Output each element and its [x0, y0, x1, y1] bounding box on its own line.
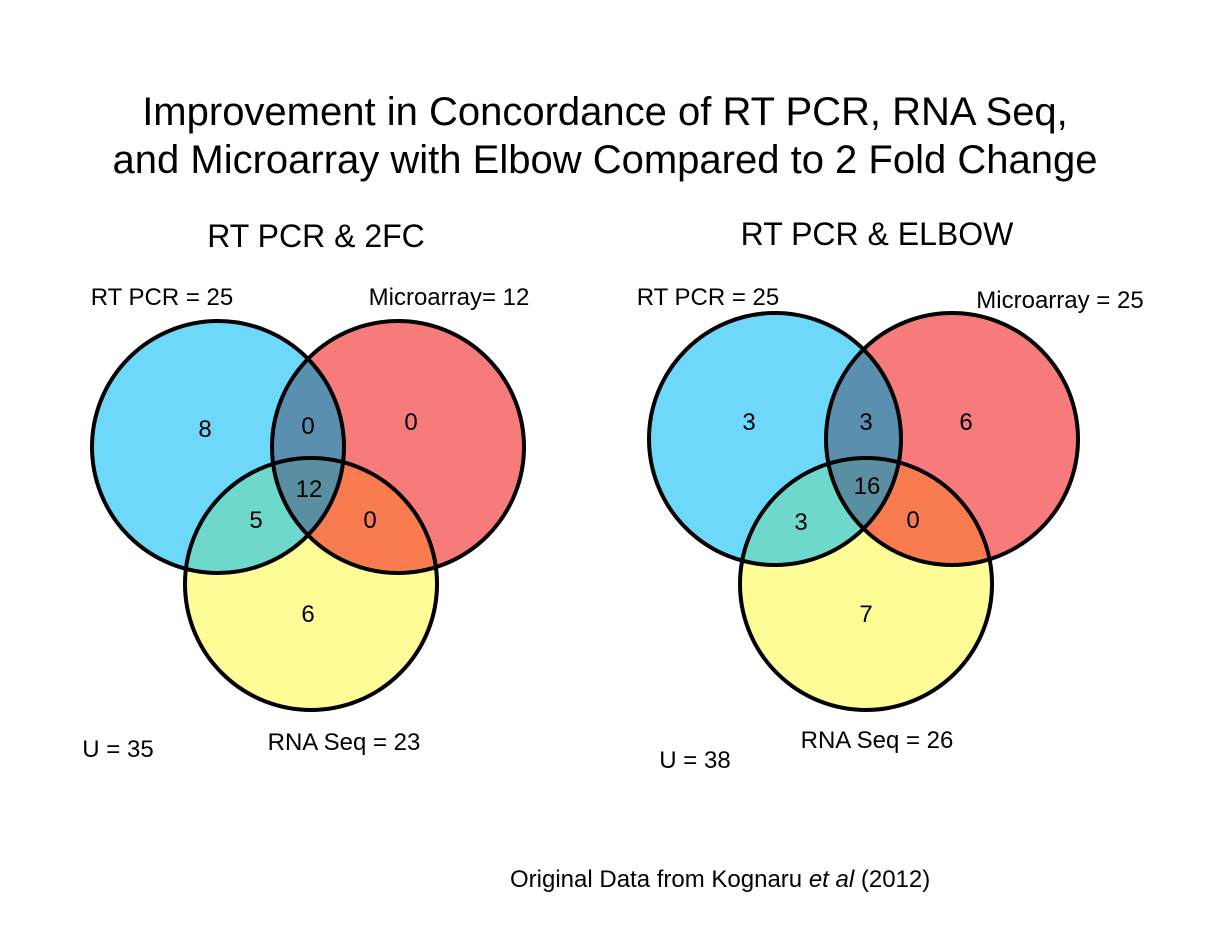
venn-elbow-micro-rna-count: 0: [906, 507, 919, 534]
venn-elbow: RT PCR & ELBOW RT PCR = 25 Microarray = …: [637, 216, 1144, 774]
venn-2fc-micro-rna-overlap: [272, 458, 437, 573]
venn-2fc-microarray-label: Microarray= 12: [369, 284, 530, 311]
venn-elbow-title: RT PCR & ELBOW: [741, 216, 1014, 252]
venn-2fc-rna-seq-label: RNA Seq = 23: [268, 729, 421, 756]
venn-elbow-rna-only-count: 7: [859, 601, 872, 628]
venn-2fc: RT PCR & 2FC RT PCR = 25 Microarray= 12: [82, 218, 529, 763]
venn-elbow-microarray-label: Microarray = 25: [976, 287, 1143, 314]
venn-elbow-micro-only-count: 6: [959, 409, 972, 436]
venn-elbow-rt-micro-count: 3: [859, 409, 872, 436]
venn-2fc-micro-only-count: 0: [404, 409, 417, 436]
venn-elbow-rna-seq-label: RNA Seq = 26: [801, 727, 954, 754]
venn-elbow-rt-rna-overlap: [740, 458, 901, 565]
venn-2fc-title: RT PCR & 2FC: [207, 218, 425, 254]
venn-2fc-micro-rna-count: 0: [363, 507, 376, 534]
venn-2fc-rt-micro-count: 0: [301, 413, 314, 440]
venn-elbow-union-label: U = 38: [659, 747, 730, 774]
slide-title-line-2: and Microarray with Elbow Compared to 2 …: [112, 138, 1098, 182]
citation-prefix: Original Data from Kognaru: [510, 866, 809, 893]
citation: Original Data from Kognaru et al (2012): [510, 866, 930, 894]
venn-2fc-rt-rna-overlap: [185, 458, 344, 573]
venn-elbow-micro-rna-overlap: [826, 458, 992, 565]
venn-elbow-rt-rna-count: 3: [794, 509, 807, 536]
venn-2fc-rna-only-count: 6: [301, 601, 314, 628]
venn-elbow-all-three-count: 16: [854, 473, 881, 500]
venn-2fc-rt-rna-count: 5: [249, 507, 262, 534]
citation-italic: et al: [808, 866, 855, 893]
venn-2fc-all-three-count: 12: [296, 476, 323, 503]
venn-2fc-union-label: U = 35: [82, 736, 153, 763]
venn-2fc-rt-only-count: 8: [198, 416, 211, 443]
venn-elbow-rt-pcr-label: RT PCR = 25: [637, 284, 780, 311]
venn-elbow-rt-only-count: 3: [742, 409, 755, 436]
venn-2fc-rt-pcr-label: RT PCR = 25: [91, 284, 234, 311]
citation-suffix: (2012): [854, 866, 931, 893]
slide-title-line-1: Improvement in Concordance of RT PCR, RN…: [142, 90, 1068, 134]
